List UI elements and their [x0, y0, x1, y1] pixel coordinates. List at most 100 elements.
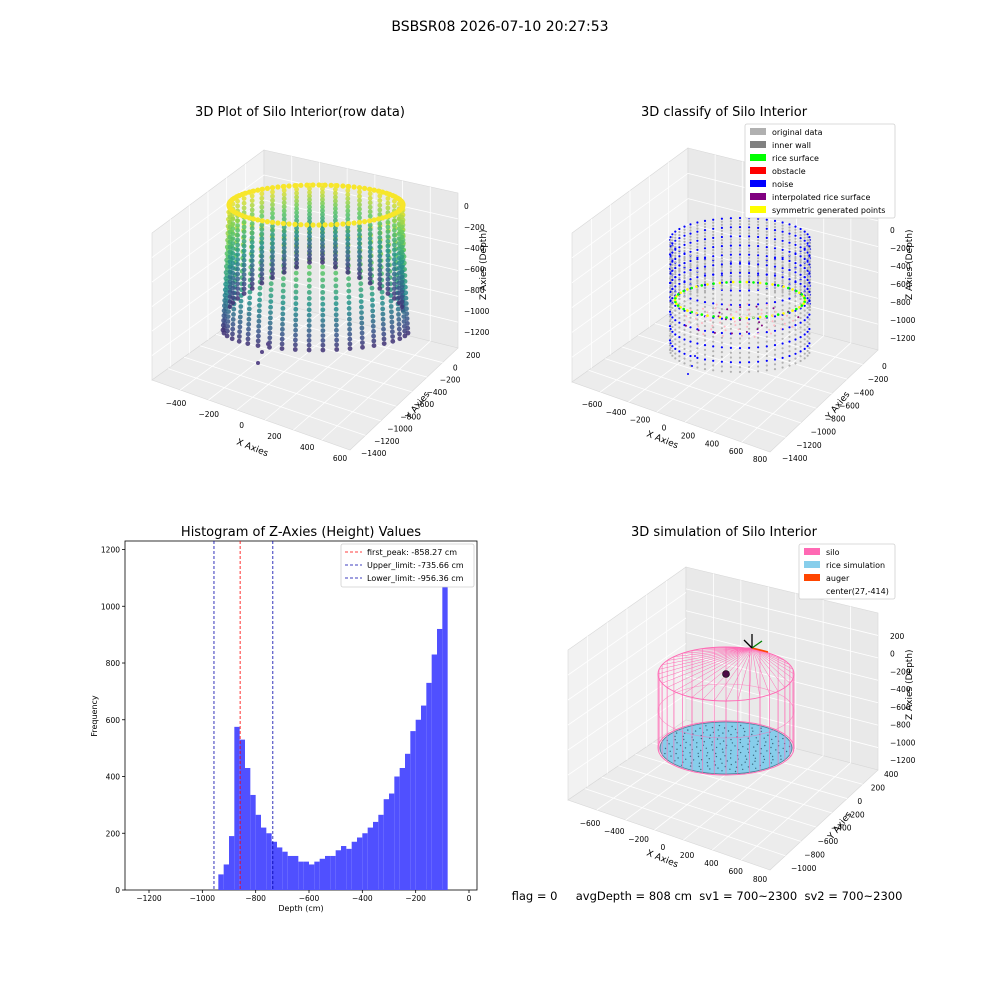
- data-point: [230, 265, 236, 271]
- data-point: [683, 333, 686, 336]
- data-point: [241, 243, 247, 249]
- rice-point: [729, 768, 731, 770]
- data-point: [703, 271, 707, 274]
- data-point: [781, 230, 784, 233]
- data-point: [683, 362, 686, 365]
- data-point: [367, 191, 373, 197]
- data-point: [674, 251, 677, 254]
- interpolated-point: [702, 333, 705, 336]
- data-point: [683, 243, 686, 246]
- data-point: [281, 208, 287, 214]
- data-point: [257, 291, 263, 297]
- data-point: [788, 269, 791, 272]
- data-point: [696, 352, 699, 355]
- data-point: [683, 237, 686, 240]
- data-point: [808, 313, 811, 316]
- data-point: [281, 261, 287, 267]
- data-point: [279, 346, 285, 351]
- data-point: [720, 266, 724, 269]
- data-point: [357, 193, 362, 199]
- tick-label: −600: [818, 837, 839, 846]
- data-point: [696, 270, 699, 273]
- data-point: [757, 360, 760, 363]
- data-point: [794, 352, 797, 355]
- surface-point: [682, 289, 685, 293]
- data-point: [671, 311, 674, 314]
- data-point: [358, 293, 364, 299]
- data-point: [320, 226, 325, 232]
- data-point: [765, 297, 768, 300]
- silo-roof-line: [751, 647, 794, 679]
- data-point: [345, 237, 351, 243]
- grid-line: [208, 313, 320, 401]
- data-point: [371, 338, 377, 344]
- rice-point: [734, 745, 736, 747]
- data-point: [803, 270, 806, 273]
- data-point: [241, 281, 247, 287]
- interpolated-point: [772, 307, 775, 310]
- data-point: [367, 209, 373, 215]
- legend-swatch: [804, 574, 820, 581]
- data-point: [696, 276, 699, 279]
- data-point: [333, 206, 338, 212]
- data-point: [249, 281, 255, 287]
- data-point: [773, 219, 777, 222]
- data-point: [281, 269, 287, 275]
- tick-label: −1400: [361, 449, 387, 458]
- data-point: [259, 209, 265, 215]
- grid-lines: [567, 573, 879, 861]
- data-point: [806, 233, 809, 236]
- data-point: [765, 276, 768, 279]
- data-point: [247, 301, 252, 306]
- data-point: [773, 363, 777, 366]
- interpolated-point: [739, 316, 742, 318]
- data-point: [738, 223, 742, 226]
- data-point: [377, 249, 383, 254]
- data-point: [781, 267, 784, 270]
- raw-point-cloud: [220, 182, 411, 365]
- rice-point: [731, 725, 733, 728]
- data-point: [794, 347, 797, 351]
- data-point: [765, 345, 768, 348]
- data-point: [712, 258, 715, 261]
- histogram-bar: [437, 628, 443, 890]
- rice-point: [739, 751, 742, 754]
- data-point: [788, 247, 791, 250]
- data-point: [357, 198, 362, 203]
- data-point: [794, 362, 797, 365]
- rice-point: [664, 747, 667, 750]
- legend-entry: silo: [826, 548, 840, 557]
- data-point: [738, 247, 742, 250]
- surface-point: [765, 315, 768, 318]
- data-point: [671, 281, 674, 285]
- tick-label: 200: [466, 351, 481, 360]
- data-point: [293, 312, 299, 318]
- data-point: [385, 291, 391, 296]
- histogram-bar: [341, 846, 347, 890]
- data-point: [235, 276, 241, 282]
- data-point: [703, 329, 707, 332]
- data-point: [738, 347, 742, 350]
- rice-point: [751, 763, 754, 765]
- data-point: [294, 229, 299, 235]
- data-point: [230, 275, 236, 281]
- data-point: [345, 188, 351, 193]
- interpolated-point: [797, 316, 800, 319]
- data-point: [678, 345, 681, 348]
- outlier-point: [260, 350, 264, 354]
- data-point: [269, 185, 276, 191]
- data-point: [781, 273, 784, 276]
- data-point: [247, 295, 253, 301]
- data-point: [306, 347, 312, 353]
- data-point: [235, 203, 241, 209]
- data-point: [230, 226, 236, 232]
- data-point: [689, 326, 692, 329]
- data-point: [794, 304, 797, 308]
- interpolated-point: [771, 320, 774, 323]
- data-point: [367, 213, 373, 219]
- rice-point: [718, 724, 721, 727]
- data-point: [668, 325, 672, 328]
- data-point: [281, 241, 287, 247]
- data-point: [748, 256, 751, 259]
